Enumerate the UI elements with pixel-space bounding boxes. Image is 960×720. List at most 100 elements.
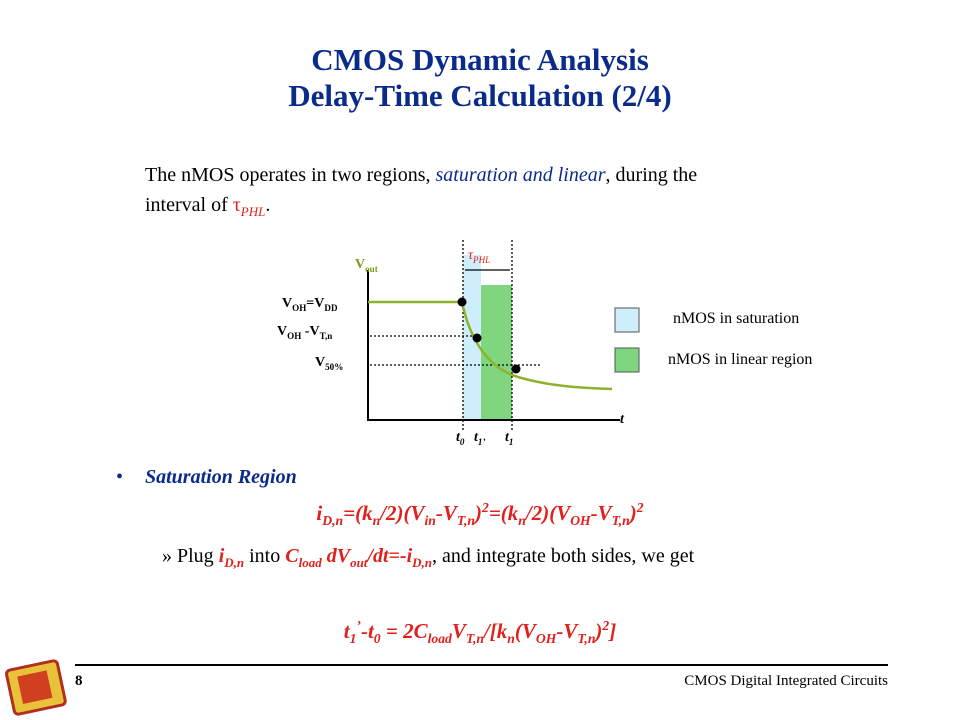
text: 1 bbox=[508, 436, 514, 447]
text: t bbox=[456, 430, 460, 445]
shape bbox=[370, 240, 542, 430]
legend-swatch bbox=[614, 307, 640, 333]
text: ) bbox=[629, 501, 637, 525]
text: T,n bbox=[577, 631, 596, 647]
text: ) bbox=[595, 619, 603, 643]
text-block: VOH -VT,n bbox=[277, 324, 332, 341]
text: 0 bbox=[459, 436, 465, 447]
text: , during the bbox=[605, 164, 698, 186]
text: =V bbox=[306, 296, 325, 311]
text: D,n bbox=[412, 555, 433, 570]
text: OH bbox=[535, 631, 557, 647]
text: nMOS in saturation bbox=[673, 310, 800, 327]
text: =(k bbox=[488, 501, 519, 525]
text: PHL bbox=[240, 204, 266, 219]
text-block: iD,n=(kn/2)(Vin-VT,n)2=(kn/2)(VOH-VT,n)2 bbox=[0, 500, 960, 529]
text: τ bbox=[232, 194, 241, 216]
text: 0 bbox=[373, 631, 381, 647]
text-block: V50% bbox=[315, 355, 343, 372]
point bbox=[511, 364, 521, 374]
text-block: Vout bbox=[355, 257, 378, 274]
legend-swatch bbox=[614, 347, 640, 373]
text: V bbox=[451, 619, 466, 643]
text: C bbox=[285, 545, 299, 567]
text: T,n bbox=[465, 631, 484, 647]
logo bbox=[5, 659, 67, 716]
text: Plug bbox=[177, 545, 219, 567]
text: D,n bbox=[322, 513, 344, 529]
text: /[k bbox=[483, 619, 508, 643]
text: out bbox=[365, 263, 378, 274]
text: ) bbox=[474, 501, 482, 525]
text: Saturation Region bbox=[145, 466, 297, 488]
text: t bbox=[474, 430, 478, 445]
text: • bbox=[116, 466, 124, 488]
text: T,n bbox=[611, 513, 630, 529]
text: 50% bbox=[325, 361, 344, 372]
text: into bbox=[244, 545, 286, 567]
text: /dt=-i bbox=[367, 545, 413, 567]
text: -t bbox=[360, 619, 374, 643]
saturation-region bbox=[463, 255, 481, 420]
text: 2 bbox=[602, 618, 610, 633]
text: -V bbox=[435, 501, 457, 525]
text-block: t0 bbox=[456, 430, 464, 447]
text-block: VOH=VDD bbox=[282, 296, 338, 313]
text-block: The nMOS operates in two regions, satura… bbox=[145, 160, 697, 227]
text: n bbox=[518, 513, 526, 529]
text: load bbox=[427, 631, 452, 647]
text: 2 bbox=[636, 500, 644, 515]
text: CMOS Digital Integrated Circuits bbox=[684, 673, 888, 689]
vout-curve bbox=[368, 300, 613, 391]
text: = 2C bbox=[380, 619, 428, 643]
text: τ bbox=[468, 248, 474, 263]
text: -V bbox=[301, 324, 320, 339]
text: dV bbox=[321, 545, 351, 567]
text: V bbox=[315, 355, 326, 370]
text-block: t1’ bbox=[474, 430, 485, 447]
text: load bbox=[298, 555, 322, 570]
text: OH bbox=[570, 513, 591, 529]
text: ’ bbox=[356, 618, 361, 633]
shape bbox=[17, 670, 53, 705]
text: i bbox=[316, 501, 323, 525]
text: /2)(V bbox=[380, 501, 425, 525]
text: =(k bbox=[343, 501, 373, 525]
text: Delay-Time Calculation (2/4) bbox=[288, 78, 672, 113]
text: t bbox=[620, 412, 624, 427]
text: n bbox=[507, 631, 515, 647]
text: (V bbox=[514, 619, 536, 643]
text: 1’ bbox=[477, 436, 486, 447]
text: ] bbox=[609, 619, 617, 643]
text: DD bbox=[324, 302, 338, 313]
text: T,n bbox=[319, 330, 333, 341]
text: out bbox=[350, 555, 368, 570]
text: T,n bbox=[456, 513, 475, 529]
text-block: t1 bbox=[505, 430, 513, 447]
text: PHL bbox=[473, 254, 491, 265]
text: -V bbox=[556, 619, 578, 643]
text: OH bbox=[292, 302, 307, 313]
text: 2 bbox=[481, 500, 489, 515]
text: t bbox=[505, 430, 509, 445]
text: i bbox=[218, 545, 225, 567]
text: , and integrate both sides, we get bbox=[432, 545, 695, 567]
text: » bbox=[162, 545, 172, 567]
text: V bbox=[355, 257, 366, 272]
text: D,n bbox=[224, 555, 245, 570]
text: n bbox=[372, 513, 381, 529]
text: t bbox=[343, 619, 350, 643]
text: CMOS Dynamic Analysis bbox=[311, 42, 649, 77]
text: OH bbox=[287, 330, 302, 341]
linear-region bbox=[481, 285, 512, 420]
text: -V bbox=[590, 501, 612, 525]
text-block: » Plug iD,n into Cload dVout/dt=-iD,n, a… bbox=[162, 545, 694, 571]
text: saturation and linear bbox=[435, 164, 606, 186]
text: The nMOS operates in two regions, bbox=[145, 164, 436, 186]
text: 8 bbox=[75, 673, 83, 689]
text: interval of bbox=[145, 194, 233, 216]
point bbox=[472, 333, 482, 343]
text: V bbox=[282, 296, 293, 311]
